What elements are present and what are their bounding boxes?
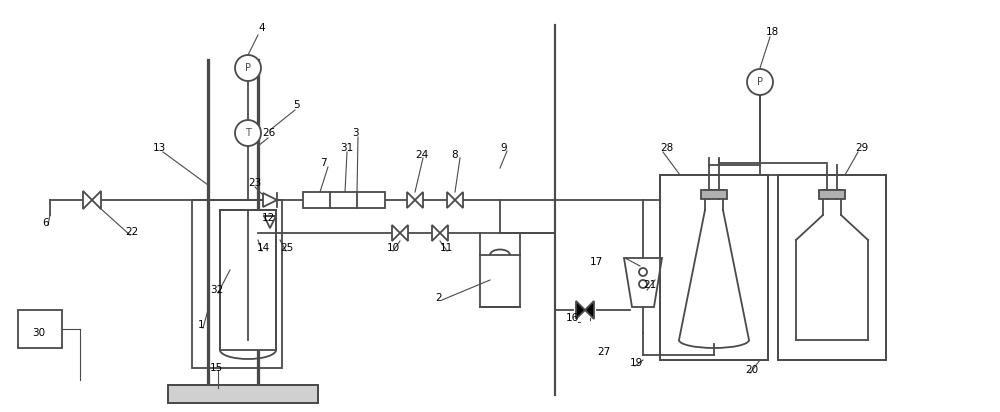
Text: 23: 23 [248, 178, 261, 188]
Polygon shape [92, 191, 101, 209]
Bar [701, 190, 727, 199]
Bar [778, 175, 886, 360]
Text: 19: 19 [630, 358, 643, 368]
Circle shape [639, 268, 647, 276]
Text: 8: 8 [451, 150, 458, 160]
Text: P: P [245, 63, 251, 73]
Text: 30: 30 [32, 328, 45, 338]
Bar [18, 310, 62, 348]
Text: 11: 11 [440, 243, 453, 253]
Text: 31: 31 [340, 143, 353, 153]
Polygon shape [455, 192, 463, 208]
Text: 21: 21 [643, 280, 656, 290]
Text: 29: 29 [855, 143, 868, 153]
Text: 17: 17 [590, 257, 603, 267]
Polygon shape [447, 192, 455, 208]
Bar [480, 255, 520, 307]
Polygon shape [263, 193, 277, 207]
Text: 6: 6 [42, 218, 49, 228]
Polygon shape [407, 192, 415, 208]
Text: 14: 14 [257, 243, 270, 253]
Text: T: T [245, 128, 251, 138]
Bar [168, 385, 318, 403]
Text: P: P [757, 77, 763, 87]
Bar [168, 385, 318, 403]
Text: 10: 10 [387, 243, 400, 253]
Text: 1: 1 [198, 320, 205, 330]
Bar [220, 210, 276, 350]
Bar [819, 190, 845, 199]
Text: 4: 4 [258, 23, 265, 33]
Circle shape [235, 55, 261, 81]
Polygon shape [585, 301, 594, 319]
Polygon shape [440, 225, 448, 241]
Text: 16: 16 [566, 313, 579, 323]
Text: 5: 5 [293, 100, 300, 110]
Text: 13: 13 [153, 143, 166, 153]
Polygon shape [415, 192, 423, 208]
Bar [660, 175, 768, 360]
Text: 12: 12 [262, 213, 275, 223]
Polygon shape [576, 301, 585, 319]
Circle shape [235, 120, 261, 146]
Text: 9: 9 [500, 143, 507, 153]
Text: 3: 3 [352, 128, 359, 138]
Text: 18: 18 [766, 27, 779, 37]
Text: 32: 32 [210, 285, 223, 295]
Circle shape [639, 280, 647, 288]
Polygon shape [432, 225, 440, 241]
Polygon shape [83, 191, 92, 209]
Text: 22: 22 [125, 227, 138, 237]
Text: 27: 27 [597, 347, 610, 357]
Text: 24: 24 [415, 150, 428, 160]
Text: 28: 28 [660, 143, 673, 153]
Polygon shape [264, 216, 276, 228]
Text: 20: 20 [745, 365, 758, 375]
Polygon shape [392, 225, 400, 241]
Polygon shape [624, 258, 662, 307]
Circle shape [747, 69, 773, 95]
Text: 2: 2 [435, 293, 442, 303]
Polygon shape [400, 225, 408, 241]
Text: 26: 26 [262, 128, 275, 138]
Bar [303, 192, 385, 208]
Text: 15: 15 [210, 363, 223, 373]
Text: 25: 25 [280, 243, 293, 253]
Bar [192, 200, 282, 368]
Text: 7: 7 [320, 158, 327, 168]
